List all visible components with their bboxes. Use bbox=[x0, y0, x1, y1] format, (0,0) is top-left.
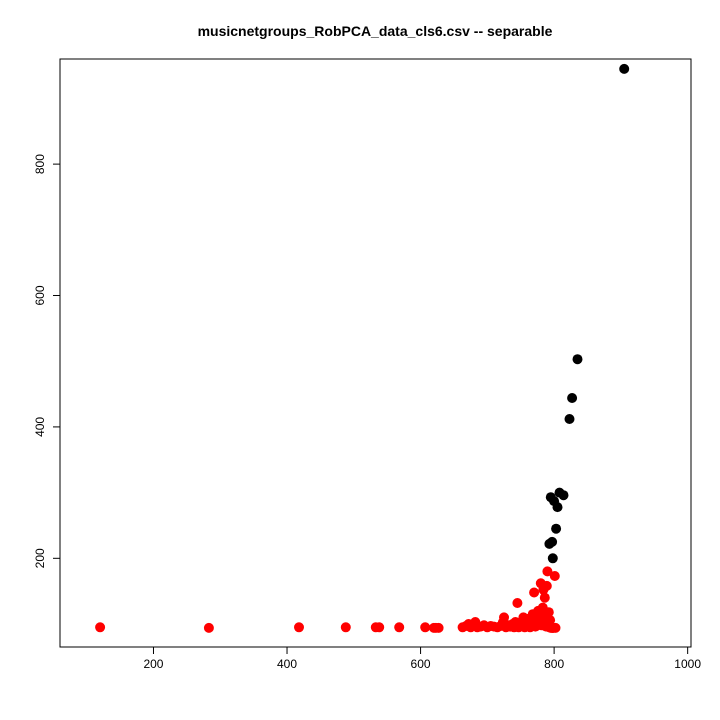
data-point bbox=[512, 598, 523, 608]
data-point bbox=[619, 63, 630, 74]
x-tick-label: 400 bbox=[277, 657, 297, 671]
data-point bbox=[203, 622, 214, 633]
data-point bbox=[529, 587, 540, 598]
y-tick-label: 800 bbox=[33, 154, 47, 174]
x-tick-label: 800 bbox=[544, 657, 564, 671]
data-point bbox=[529, 615, 540, 626]
data-point bbox=[95, 622, 106, 633]
data-point bbox=[550, 622, 561, 633]
x-tick-label: 600 bbox=[411, 657, 431, 671]
data-point bbox=[499, 612, 509, 623]
x-axis: 200 400 600 800 1000 bbox=[143, 646, 701, 671]
data-point bbox=[545, 615, 556, 626]
y-tick-label: 200 bbox=[33, 548, 47, 568]
x-tick-label: 1000 bbox=[674, 657, 701, 671]
x-tick-label: 200 bbox=[143, 657, 163, 671]
data-point bbox=[420, 622, 431, 633]
data-point bbox=[539, 592, 550, 603]
data-point bbox=[374, 622, 385, 633]
data-points bbox=[95, 63, 630, 633]
data-point bbox=[552, 502, 563, 513]
data-point bbox=[340, 622, 351, 633]
data-point bbox=[541, 580, 552, 591]
data-point bbox=[544, 538, 555, 549]
data-point bbox=[572, 354, 583, 365]
chart-title: musicnetgroups_RobPCA_data_cls6.csv -- s… bbox=[198, 23, 553, 39]
data-point bbox=[551, 523, 562, 534]
data-point bbox=[394, 622, 405, 633]
data-point bbox=[539, 607, 550, 618]
y-tick-label: 400 bbox=[33, 417, 47, 437]
data-point bbox=[547, 553, 558, 564]
data-point bbox=[542, 566, 553, 577]
data-point bbox=[567, 393, 578, 403]
y-tick-label: 600 bbox=[33, 285, 47, 305]
data-point bbox=[564, 414, 575, 424]
data-point bbox=[549, 571, 560, 581]
data-point bbox=[510, 619, 521, 630]
data-point bbox=[433, 622, 444, 633]
data-point bbox=[294, 622, 304, 633]
y-axis: 200 400 600 800 bbox=[33, 154, 61, 568]
data-point bbox=[558, 490, 569, 501]
